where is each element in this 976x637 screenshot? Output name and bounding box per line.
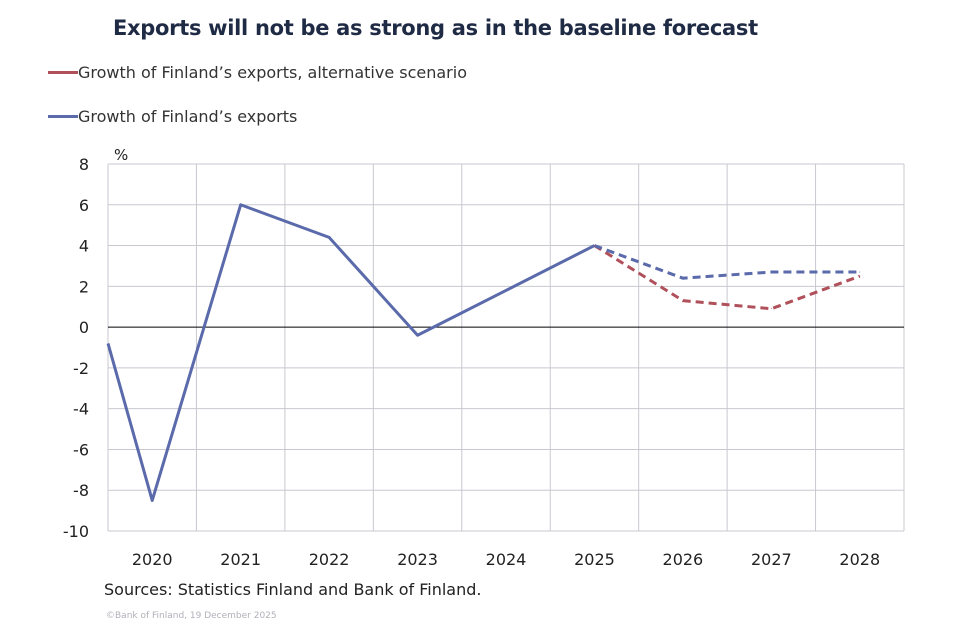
data-point-baseline: [151, 499, 153, 501]
y-tick-label: -4: [73, 400, 89, 419]
series-line-baseline: [106, 203, 596, 502]
data-point-baseline: [240, 204, 242, 206]
data-point-alternative: [770, 308, 772, 310]
x-tick-label: 2025: [574, 550, 615, 569]
legend-label-alternative: Growth of Finland’s exports, alternative…: [78, 63, 467, 82]
series-line-baseline-forecast: [593, 244, 860, 280]
y-tick-label: 4: [79, 237, 89, 256]
legend-label-baseline: Growth of Finland’s exports: [78, 107, 298, 126]
y-tick-label: -6: [73, 440, 89, 459]
legend-swatch-alternative: [48, 71, 78, 74]
x-tick-label: 2024: [486, 550, 527, 569]
x-tick-label: 2022: [309, 550, 350, 569]
x-tick-label: 2023: [397, 550, 438, 569]
chart-title: Exports will not be as strong as in the …: [113, 16, 758, 40]
data-point-alternative: [593, 245, 595, 247]
source-note: Sources: Statistics Finland and Bank of …: [104, 580, 482, 599]
y-tick-label: -8: [73, 481, 89, 500]
data-point-alternative: [682, 300, 684, 302]
x-tick-label: 2027: [751, 550, 792, 569]
y-tick-label: -10: [63, 522, 89, 541]
data-point-baseline: [682, 277, 684, 279]
y-tick-label: 2: [79, 277, 89, 296]
x-tick-label: 2020: [132, 550, 173, 569]
data-point-baseline: [505, 289, 507, 291]
data-point-baseline: [328, 236, 330, 238]
x-tick-label: 2026: [663, 550, 704, 569]
copyright-note: ©Bank of Finland, 19 December 2025: [106, 611, 277, 621]
series-line-alternative: [593, 244, 861, 311]
data-point-baseline: [859, 271, 861, 273]
data-point-baseline: [417, 334, 419, 336]
x-tick-label: 2021: [220, 550, 261, 569]
y-tick-label: -2: [73, 359, 89, 378]
data-point-alternative: [859, 275, 861, 277]
legend-swatch-baseline: [48, 115, 78, 118]
legend-item-alternative: Growth of Finland’s exports, alternative…: [48, 63, 467, 82]
y-tick-label: 0: [79, 318, 89, 337]
y-tick-label: 8: [79, 155, 89, 174]
legend-item-baseline: Growth of Finland’s exports: [48, 107, 297, 126]
data-point-baseline: [770, 271, 772, 273]
y-axis-unit: %: [114, 146, 128, 164]
y-tick-label: 6: [79, 196, 89, 215]
x-tick-label: 2028: [839, 550, 880, 569]
